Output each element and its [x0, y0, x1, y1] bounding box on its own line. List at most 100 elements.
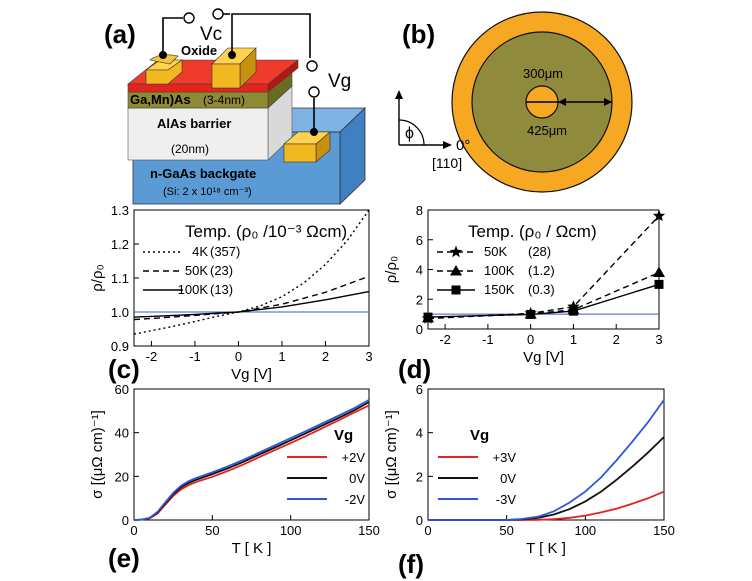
legend-value: (0.3) — [528, 282, 555, 297]
x-tick-label: -2 — [439, 332, 451, 347]
x-tick-label: -1 — [189, 349, 201, 364]
left-contact-body — [145, 59, 183, 85]
data-point-square — [423, 312, 433, 322]
series-line-3V — [428, 399, 665, 521]
series-line-4K — [133, 209, 370, 335]
left-contact-dot — [159, 51, 167, 59]
data-point-star — [652, 209, 666, 222]
series-line-2V — [133, 399, 370, 521]
legend-marker-square — [451, 285, 461, 295]
vc-label: Vc — [200, 24, 222, 45]
x-tick-label: 2 — [613, 332, 620, 347]
gamnas-thickness-label: (3-4nm) — [203, 93, 245, 107]
data-point-square — [526, 309, 536, 319]
legend-name: 4K — [192, 244, 208, 259]
chart-d: -2 -1 0 1 2 3 0 2 4 6 8 Vg [V] ρ/ρ₀ Temp. (ρ₀ / Ωcm) 5… — [383, 203, 666, 366]
x-tick-label: 2 — [322, 349, 329, 364]
vg-terminal-bottom — [308, 86, 320, 98]
series-line-2V — [133, 404, 370, 521]
chart-f: 0 50 100 150 0 2 4 6 T [ K ] σ [(μΩ cm)⁻¹] Vg +3V 0V… — [383, 382, 675, 557]
center-contact-front — [211, 63, 241, 89]
y-tick-label: 1.3 — [111, 203, 129, 218]
plot-frame — [133, 388, 370, 521]
y-tick-label: 1.2 — [111, 237, 129, 252]
y-tick-label: 4 — [416, 263, 423, 278]
x-tick-label: 3 — [655, 332, 662, 347]
angle-symbol: ϕ — [405, 125, 414, 142]
plot-frame — [427, 388, 665, 521]
x-tick-label: 50 — [205, 523, 219, 538]
legend-name: 0V — [349, 471, 365, 486]
y-axis-title: ρ/ρ₀ — [383, 256, 400, 283]
y-axis-title: σ [(μΩ cm)⁻¹] — [383, 410, 400, 499]
legend-name: 150K — [484, 282, 515, 297]
legend-name: -3V — [496, 492, 517, 507]
vc-terminal-left — [183, 12, 195, 24]
y-tick-label: 1.0 — [111, 305, 129, 320]
x-tick-label: -2 — [146, 349, 158, 364]
y-tick-label: 20 — [115, 469, 129, 484]
legend-value: (357) — [210, 244, 240, 259]
backgate-label: n-GaAs backgate — [150, 166, 256, 181]
chart-e: 0 50 100 150 0 20 40 60 T [ K ] σ [(μΩ cm)⁻¹] Vg +2… — [89, 382, 380, 557]
legend-name: 100K — [178, 282, 209, 297]
oxide-label: Oxide — [181, 43, 217, 58]
x-tick-label: 100 — [574, 523, 596, 538]
panel-label-f: (f) — [398, 549, 424, 579]
gate-contact-dot — [310, 128, 318, 136]
zero-degree-label: 0° — [456, 137, 470, 154]
x-tick-label: 1 — [570, 332, 577, 347]
y-tick-label: 2 — [416, 292, 423, 307]
gap-arrow-right-head — [604, 98, 612, 106]
legend-name: 50K — [484, 244, 507, 259]
series-line-100K — [133, 290, 370, 318]
vg-label: Vg — [328, 71, 351, 92]
y-tick-label: 6 — [416, 233, 423, 248]
panel-label-b: (b) — [402, 19, 435, 49]
data-point-square — [568, 306, 578, 316]
x-tick-label: 100 — [280, 523, 302, 538]
y-tick-label: 40 — [115, 426, 129, 441]
gate-contact-front — [283, 143, 317, 163]
legend-name: +3V — [493, 450, 517, 465]
panel-b: (b) 300μm 425μm ϕ 0° [110] — [395, 11, 633, 193]
barrier-thickness-label: (20nm) — [171, 142, 209, 156]
x-tick-label: 0 — [235, 349, 242, 364]
y-tick-label: 0 — [416, 513, 423, 528]
direction-label: [110] — [432, 155, 462, 171]
x-axis-title: T [ K ] — [232, 540, 272, 557]
x-axis-title: Vg [V] — [523, 349, 564, 366]
x-tick-label: 0 — [527, 332, 534, 347]
series-line-3V — [428, 490, 665, 521]
gap-arrow-left-head — [558, 98, 566, 106]
y-tick-label: 0 — [122, 513, 129, 528]
x-tick-label: -1 — [482, 332, 494, 347]
legend-value: (23) — [210, 263, 233, 278]
y-axis-title: σ [(μΩ cm)⁻¹] — [89, 410, 106, 499]
inner-diameter-label: 300μm — [523, 66, 563, 81]
legend-name: -2V — [345, 492, 366, 507]
oxide-front — [127, 83, 269, 93]
panel-label-e: (e) — [108, 543, 140, 573]
y-tick-label: 4 — [416, 426, 423, 441]
legend-value: (1.2) — [528, 263, 555, 278]
series-line-150K — [427, 283, 660, 318]
legend-title: Temp. (ρ₀ /10⁻³ Ωcm) — [185, 222, 347, 241]
legend-value: (28) — [528, 244, 551, 259]
data-point-triangle — [653, 266, 665, 277]
gamnas-label: Ga,Mn)As — [130, 92, 191, 107]
vg-terminal-top — [306, 60, 318, 72]
y-tick-label: 8 — [416, 203, 423, 218]
barrier-label: AlAs barrier — [157, 116, 231, 131]
x-axis-title: T [ K ] — [526, 540, 566, 557]
x-tick-label: 50 — [499, 523, 513, 538]
chart-c: -2 -1 0 1 2 3 0.9 1.0 1.1 1.2 1.3 Vg [V] ρ/ρ₀ Temp. (… — [89, 203, 373, 383]
panel-label-a: (a) — [104, 19, 136, 49]
x-tick-label: 0 — [130, 523, 137, 538]
outer-diameter-label: 425μm — [527, 123, 567, 138]
legend-title: Vg — [470, 427, 489, 444]
y-axis-title: ρ/ρ₀ — [89, 264, 106, 291]
x-tick-label: 1 — [278, 349, 285, 364]
barrier-front — [127, 107, 269, 161]
